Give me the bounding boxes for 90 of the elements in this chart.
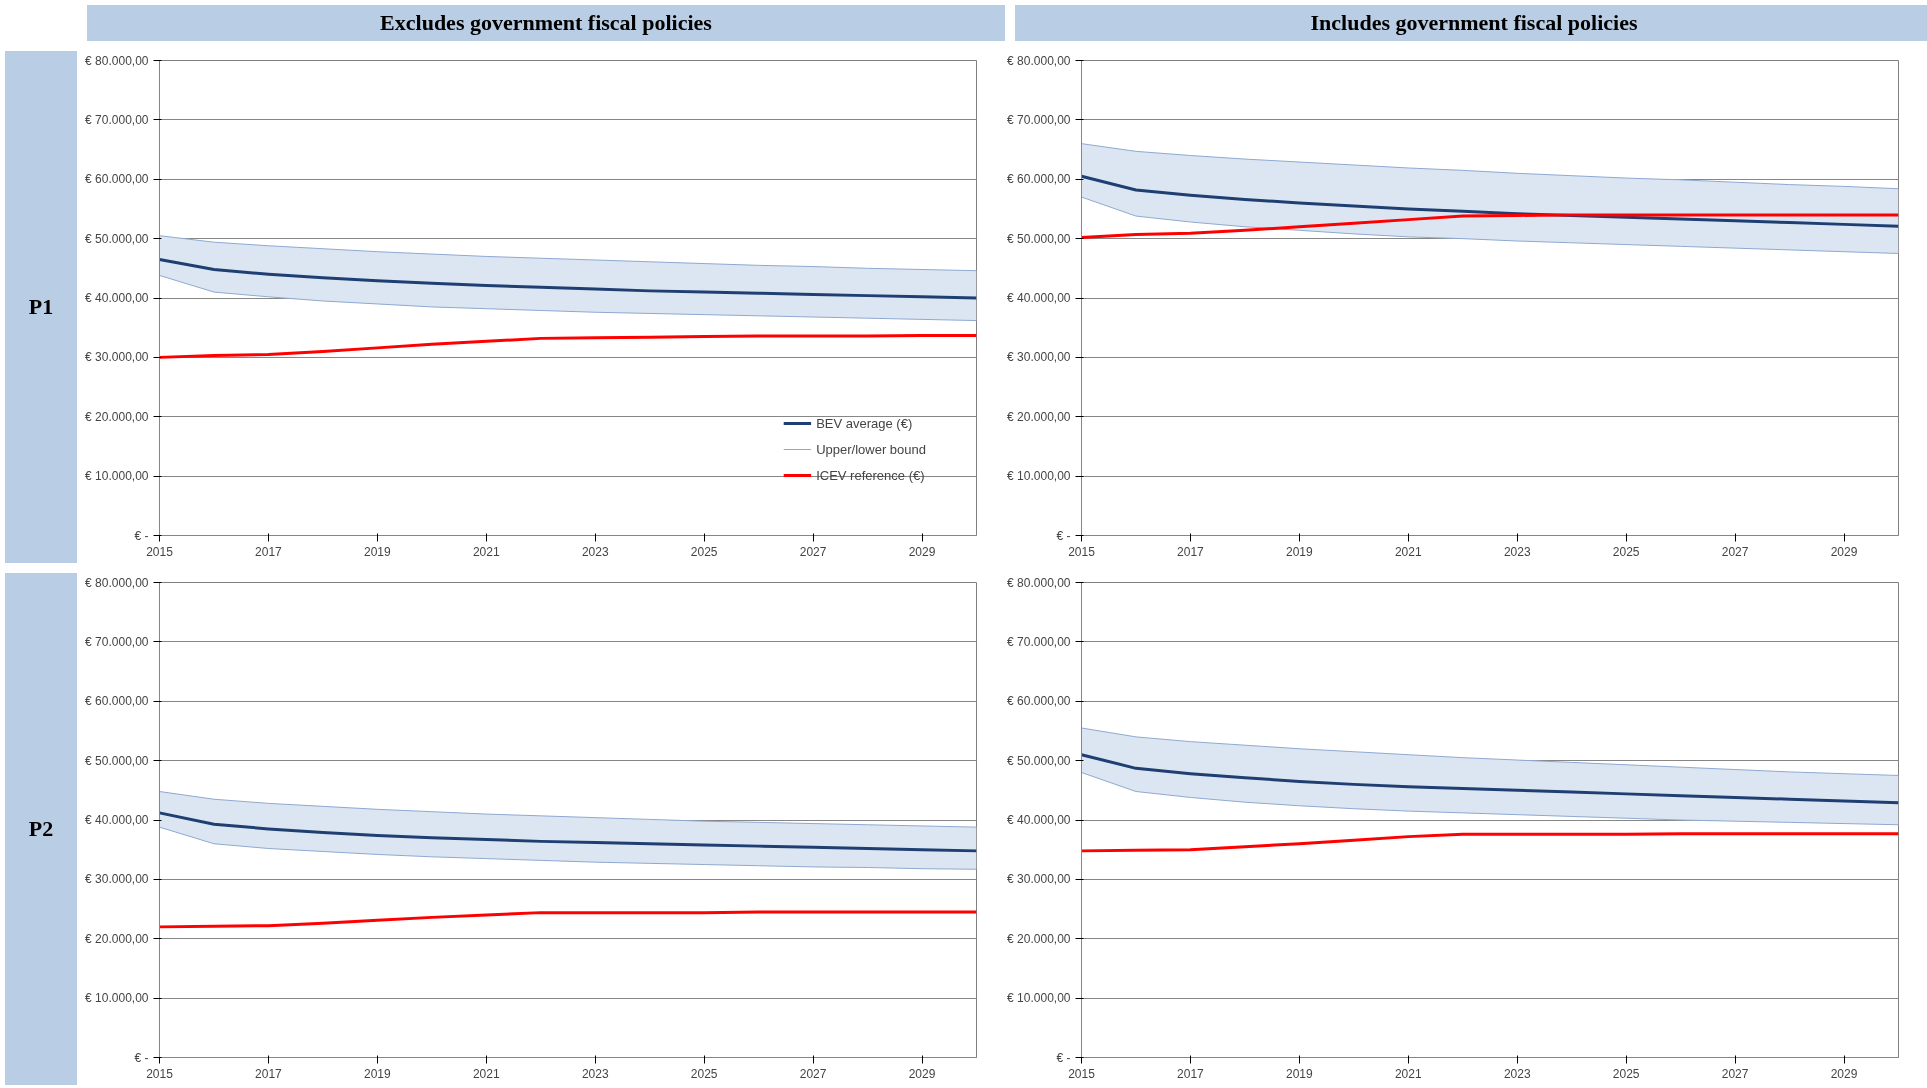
x-tick-label: 2015 — [1068, 544, 1096, 559]
line-series — [1081, 174, 1899, 228]
x-tick-label: 2029 — [1830, 544, 1858, 559]
y-tick-label: € 40.000,00 — [85, 813, 149, 827]
y-tick-label: € - — [1056, 528, 1071, 543]
x-tick-label: 2027 — [1721, 1066, 1749, 1081]
x-tick-label: 2023 — [1503, 1066, 1531, 1081]
y-tick-label: € - — [1056, 1050, 1071, 1065]
y-tick-label: € 70.000,00 — [85, 634, 149, 649]
text: P1 — [28, 293, 54, 321]
x-tick-label: 2029 — [1830, 1066, 1858, 1081]
y-tick-label: € - — [134, 528, 149, 543]
y-tick-label: € 20.000,00 — [1007, 931, 1071, 946]
line-series — [159, 333, 977, 359]
y-tick-label: € 50.000,00 — [1007, 753, 1071, 768]
x-tick-label: 2019 — [1286, 1066, 1314, 1081]
x-tick-label: 2017 — [1177, 1066, 1205, 1081]
x-tick-label: 2017 — [255, 544, 283, 559]
y-tick-label: € 50.000,00 — [1007, 231, 1071, 246]
y-tick-label: € - — [134, 1050, 149, 1065]
y-tick-label: € 10.000,00 — [1007, 469, 1071, 484]
y-tick-label: € 30.000,00 — [85, 872, 149, 887]
y-tick-label: € 40.000,00 — [1007, 291, 1071, 305]
y-tick-label: € 80.000,00 — [85, 575, 149, 590]
y-tick-label: € 80.000,00 — [1007, 575, 1071, 590]
x-tick-label: 2019 — [1286, 544, 1314, 559]
y-tick-label: € 80.000,00 — [85, 53, 149, 68]
line-series — [1081, 143, 1899, 190]
x-tick-label: 2025 — [1612, 1066, 1640, 1081]
y-tick-label: € 20.000,00 — [1007, 409, 1071, 424]
x-tick-label: 2025 — [690, 1066, 718, 1081]
y-tick-label: € 40.000,00 — [1007, 813, 1071, 827]
x-tick-label: 2021 — [472, 1066, 500, 1081]
line-series — [159, 826, 977, 870]
x-tick-label: 2027 — [1721, 544, 1749, 559]
y-tick-label: € 60.000,00 — [85, 694, 149, 709]
x-tick-label: 2015 — [146, 1066, 174, 1081]
line-series — [159, 910, 977, 929]
line-series — [159, 791, 977, 828]
x-tick-label: 2025 — [690, 544, 718, 559]
x-tick-label: 2019 — [364, 1066, 392, 1081]
y-tick-label: € 20.000,00 — [85, 409, 149, 424]
y-tick-label: € 50.000,00 — [85, 753, 149, 768]
y-tick-label: € 10.000,00 — [85, 991, 149, 1006]
x-tick-label: 2023 — [581, 1066, 609, 1081]
chart-title: Excludes government fiscal policies — [380, 9, 712, 37]
line-series — [159, 235, 977, 272]
line-series — [1081, 772, 1899, 826]
y-tick-label: € 50.000,00 — [85, 231, 149, 246]
y-tick-label: € 20.000,00 — [85, 931, 149, 946]
line-series — [1081, 213, 1899, 239]
x-tick-label: 2015 — [146, 544, 174, 559]
x-tick-label: 2021 — [1394, 544, 1422, 559]
x-tick-label: 2021 — [472, 544, 500, 559]
y-tick-label: € 60.000,00 — [85, 172, 149, 187]
x-tick-label: 2019 — [364, 544, 392, 559]
x-tick-label: 2027 — [799, 544, 827, 559]
x-tick-label: 2029 — [908, 1066, 936, 1081]
legend-label: Upper/lower bound — [816, 441, 926, 457]
text: P2 — [28, 815, 54, 843]
chart-title: Includes government fiscal policies — [1310, 9, 1638, 37]
y-tick-label: € 70.000,00 — [85, 112, 149, 127]
y-tick-label: € 80.000,00 — [1007, 53, 1071, 68]
line-series — [1081, 727, 1899, 776]
y-tick-label: € 30.000,00 — [1007, 350, 1071, 365]
y-tick-label: € 10.000,00 — [85, 469, 149, 484]
x-tick-label: 2017 — [1177, 544, 1205, 559]
x-tick-label: 2015 — [1068, 1066, 1096, 1081]
y-tick-label: € 30.000,00 — [1007, 872, 1071, 887]
y-tick-label: € 30.000,00 — [85, 350, 149, 365]
x-tick-label: 2017 — [255, 1066, 283, 1081]
x-tick-label: 2027 — [799, 1066, 827, 1081]
line-series — [159, 811, 977, 853]
line-series — [1081, 832, 1899, 853]
line-series — [1081, 753, 1899, 805]
line-series — [1081, 196, 1899, 254]
x-tick-label: 2021 — [1394, 1066, 1422, 1081]
y-tick-label: € 60.000,00 — [1007, 694, 1071, 709]
line-series — [159, 274, 977, 322]
x-tick-label: 2029 — [908, 544, 936, 559]
y-tick-label: € 40.000,00 — [85, 291, 149, 305]
x-tick-label: 2025 — [1612, 544, 1640, 559]
x-tick-label: 2023 — [1503, 544, 1531, 559]
y-tick-label: € 60.000,00 — [1007, 172, 1071, 187]
legend-label: BEV average (€) — [816, 415, 913, 431]
y-tick-label: € 10.000,00 — [1007, 991, 1071, 1006]
y-tick-label: € 70.000,00 — [1007, 112, 1071, 127]
line-series — [159, 257, 977, 300]
y-tick-label: € 70.000,00 — [1007, 634, 1071, 649]
x-tick-label: 2023 — [581, 544, 609, 559]
